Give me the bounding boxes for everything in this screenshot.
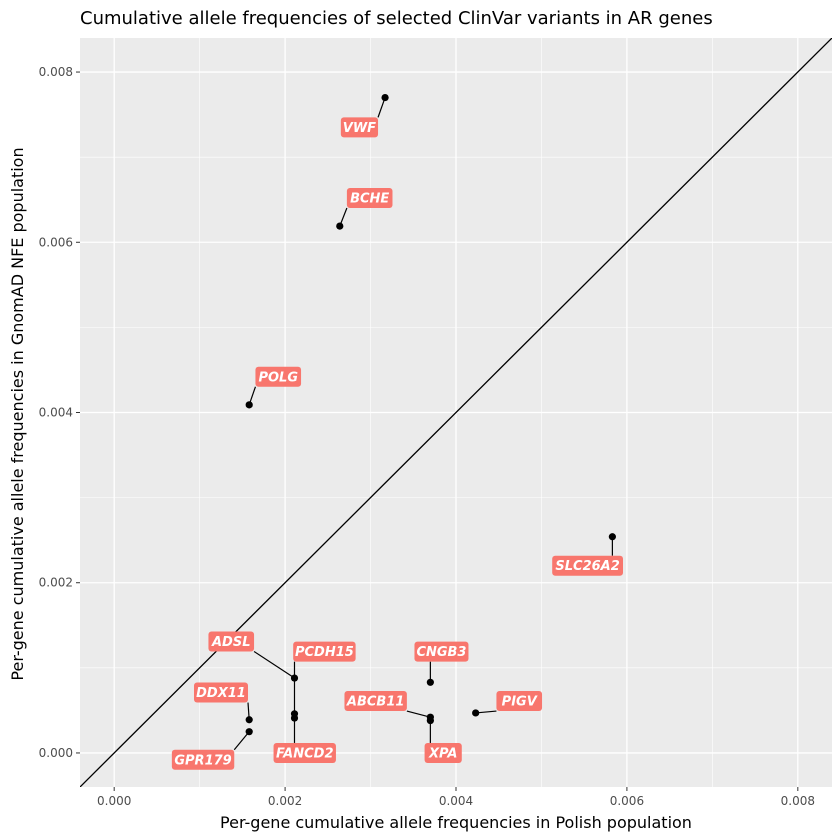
gene-labels: VWF BCHE POLG SLC26A2 ADSL PCDH15 FANCD2 CNGB3 A… [171, 117, 623, 770]
label-segment-abcb11 [406, 710, 431, 718]
y-tick-label: 0.004 [39, 406, 73, 420]
gene-label-xpa: XPA [428, 746, 457, 761]
label-box-fancd2 [273, 742, 336, 763]
gene-label-polg: POLG [258, 370, 298, 385]
label-box-slc26a2 [552, 555, 623, 576]
data-point-pigv [472, 709, 480, 717]
label-box-pcdh15 [293, 641, 356, 662]
label-box-bche [346, 188, 393, 209]
data-point-polg [245, 401, 253, 409]
x-tick-label: 0.008 [781, 794, 815, 808]
gene-label-adsl: ADSL [211, 635, 251, 650]
data-points [245, 93, 616, 736]
x-tick-label: 0.000 [97, 794, 131, 808]
y-axis-title: Per-gene cumulative allele frequencies i… [8, 147, 27, 680]
label-box-ddx11 [194, 682, 248, 703]
data-point-cngb3 [426, 678, 434, 686]
data-point-slc26a2 [608, 533, 616, 541]
data-point-xpa [426, 717, 434, 725]
label-box-adsl [208, 631, 255, 652]
label-segment-adsl [253, 650, 295, 679]
label-box-xpa [424, 742, 462, 763]
x-tick-label: 0.006 [610, 794, 644, 808]
label-segment-gpr179 [233, 731, 250, 751]
gene-label-slc26a2: SLC26A2 [555, 559, 619, 574]
axes: 0.000 0.002 0.004 0.006 0.008 0.000 0.002 0.004… [39, 65, 815, 808]
gene-label-abcb11: ABCB11 [346, 695, 405, 710]
gene-label-ddx11: DDX11 [196, 686, 246, 701]
label-box-cngb3 [414, 641, 469, 662]
y-tick-label: 0.006 [39, 235, 73, 249]
reference-line-y-equals-x [80, 38, 832, 787]
gene-label-pigv: PIGV [502, 695, 538, 710]
label-box-polg [255, 366, 302, 387]
data-point-gpr179 [245, 728, 253, 736]
panel-content: VWF BCHE POLG SLC26A2 ADSL PCDH15 FANCD2 CNGB3 A… [80, 38, 832, 787]
gene-label-gpr179: GPR179 [174, 753, 231, 768]
label-box-abcb11 [344, 691, 407, 712]
x-tick-label: 0.004 [439, 794, 473, 808]
chart-title: Cumulative allele frequencies of selecte… [80, 8, 713, 29]
gene-label-pcdh15: PCDH15 [295, 645, 354, 660]
plot-panel: VWF BCHE POLG SLC26A2 ADSL PCDH15 FANCD2 CNGB3 A… [80, 38, 832, 787]
x-axis-title: Per-gene cumulative allele frequencies i… [220, 813, 692, 832]
gene-label-bche: BCHE [350, 192, 389, 207]
label-box-pigv [496, 691, 543, 712]
y-tick-label: 0.008 [39, 65, 73, 79]
data-point-bche [336, 222, 344, 230]
y-tick-label: 0.002 [39, 576, 73, 590]
data-point-fancd2 [290, 714, 299, 722]
x-tick-label: 0.002 [268, 794, 302, 808]
label-box-gpr179 [171, 749, 235, 770]
data-point-adsl [290, 674, 299, 682]
y-tick-label: 0.000 [39, 746, 73, 760]
label-box-vwf [340, 117, 379, 138]
data-point-ddx11 [245, 716, 253, 724]
data-point-vwf [381, 93, 389, 102]
gene-label-fancd2: FANCD2 [276, 746, 334, 761]
gene-label-vwf: VWF [343, 121, 376, 136]
gene-label-cngb3: CNGB3 [416, 645, 466, 660]
